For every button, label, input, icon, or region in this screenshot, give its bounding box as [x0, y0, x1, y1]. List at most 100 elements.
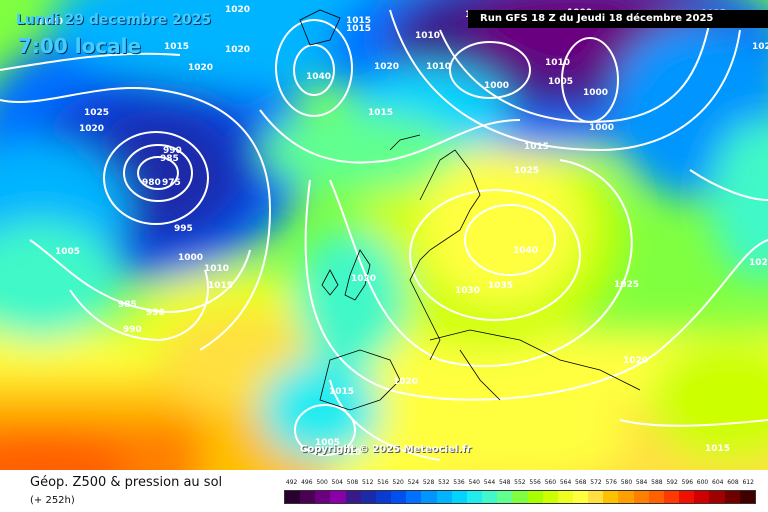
pressure-label: 1015	[346, 24, 371, 34]
pressure-label: 1010	[415, 31, 440, 41]
scale-swatch	[315, 491, 331, 503]
scale-label: 600	[696, 479, 709, 486]
pressure-label: 1020	[351, 274, 376, 284]
scale-label: 584	[635, 479, 648, 486]
pressure-label: 1015	[705, 444, 730, 454]
scale-swatch	[421, 491, 437, 503]
pressure-label: 1020	[188, 63, 213, 73]
scale-swatch	[663, 491, 680, 503]
pressure-label: 1015	[346, 16, 371, 26]
scale-label: 508	[346, 479, 359, 486]
pressure-label: 1010	[204, 264, 229, 274]
pressure-label: 1020	[38, 17, 63, 27]
pressure-label: 1020	[749, 258, 768, 268]
scale-label: 496	[301, 479, 313, 486]
pressure-label: 1015	[208, 281, 233, 291]
coastlines	[299, 9, 641, 411]
pressure-label: 1005	[548, 77, 573, 87]
color-scale-bar	[284, 490, 756, 504]
scale-swatch	[557, 491, 573, 503]
scale-label: 608	[727, 479, 739, 486]
scale-swatch	[709, 491, 725, 503]
scale-label: 504	[331, 479, 343, 486]
scale-label: 536	[453, 479, 465, 486]
pressure-label: 1020	[393, 377, 418, 387]
pressure-label: 1025	[84, 108, 109, 118]
scale-label: 560	[544, 479, 557, 486]
scale-swatch	[633, 491, 649, 503]
scale-label: 556	[529, 479, 541, 486]
pressure-label: 1020	[752, 42, 768, 52]
scale-swatch	[482, 491, 498, 503]
scale-swatch	[391, 491, 407, 503]
pressure-label: 1040	[513, 246, 538, 256]
scale-swatch	[588, 491, 604, 503]
pressure-label: 980	[142, 178, 161, 188]
scale-swatch	[330, 491, 346, 503]
scale-label: 580	[620, 479, 633, 486]
scale-swatch	[648, 491, 664, 503]
scale-swatch	[527, 491, 543, 503]
scale-label: 532	[438, 479, 450, 486]
pressure-label: 1010	[545, 58, 570, 68]
scale-swatch	[345, 491, 361, 503]
pressure-label: 985	[118, 300, 137, 310]
scale-swatch	[694, 491, 710, 503]
pressure-label: 990	[123, 325, 142, 335]
scale-label: 512	[361, 479, 374, 486]
scale-label: 588	[651, 479, 663, 486]
scale-swatch	[466, 491, 483, 503]
copyright-watermark: Copyright © 2025 Meteociel.fr	[300, 444, 472, 455]
scale-label: 552	[514, 479, 526, 486]
scale-swatch	[406, 491, 422, 503]
forecast-hour: (+ 252h)	[30, 495, 75, 506]
scale-swatch	[451, 491, 467, 503]
scale-label: 500	[316, 479, 328, 486]
pressure-label: 1000	[583, 88, 608, 98]
pressure-label: 985	[160, 154, 179, 164]
pressure-label: 990	[146, 308, 165, 318]
run-info: Run GFS 18 Z du Jeudi 18 décembre 2025	[468, 10, 768, 28]
scale-label: 568	[575, 479, 587, 486]
scale-swatch	[285, 491, 301, 503]
scale-label: 576	[605, 479, 617, 486]
forecast-time: 7:00 locale	[18, 34, 142, 58]
pressure-label: 1020	[225, 45, 250, 55]
scale-label: 516	[377, 479, 389, 486]
pressure-label: 1005	[55, 247, 80, 257]
pressure-label: 1000	[484, 81, 509, 91]
pressure-label: 1015	[368, 108, 393, 118]
pressure-label: 1020	[374, 62, 399, 72]
pressure-label: 1025	[514, 166, 539, 176]
scale-label: 592	[666, 479, 678, 486]
scale-swatch	[572, 491, 589, 503]
scale-label: 524	[407, 479, 420, 486]
pressure-label: 1020	[79, 124, 104, 134]
scale-swatch	[739, 491, 755, 503]
scale-label: 520	[392, 479, 404, 486]
scale-swatch	[436, 491, 452, 503]
scale-swatch	[497, 491, 513, 503]
scale-swatch	[603, 491, 619, 503]
forecast-date: Lundi 29 decembre 2025	[16, 12, 212, 28]
pressure-label: 1015	[164, 42, 189, 52]
pressure-label: 1020	[225, 5, 250, 15]
pressure-label: 990	[163, 146, 182, 156]
pressure-label: 1020	[623, 356, 648, 366]
isobar-lines	[0, 9, 768, 461]
weather-map: 1020102010151015102010251000101510201010…	[0, 0, 768, 470]
product-title: Géop. Z500 & pression au sol	[30, 475, 223, 490]
pressure-label: 1040	[306, 72, 331, 82]
geopotential-field: 1020102010151015102010251000101510201010…	[0, 0, 768, 470]
pressure-label: 1010	[426, 62, 451, 72]
pressure-label: 1000	[178, 253, 203, 263]
scale-swatch	[618, 491, 634, 503]
pressure-label: 1010	[336, 448, 361, 458]
scale-label: 564	[559, 479, 572, 486]
pressure-label: 1025	[614, 280, 639, 290]
scale-label: 604	[712, 479, 724, 486]
scale-label: 492	[285, 479, 298, 486]
scale-swatch	[375, 491, 392, 503]
scale-label: 548	[498, 479, 511, 486]
scale-swatch	[679, 491, 695, 503]
